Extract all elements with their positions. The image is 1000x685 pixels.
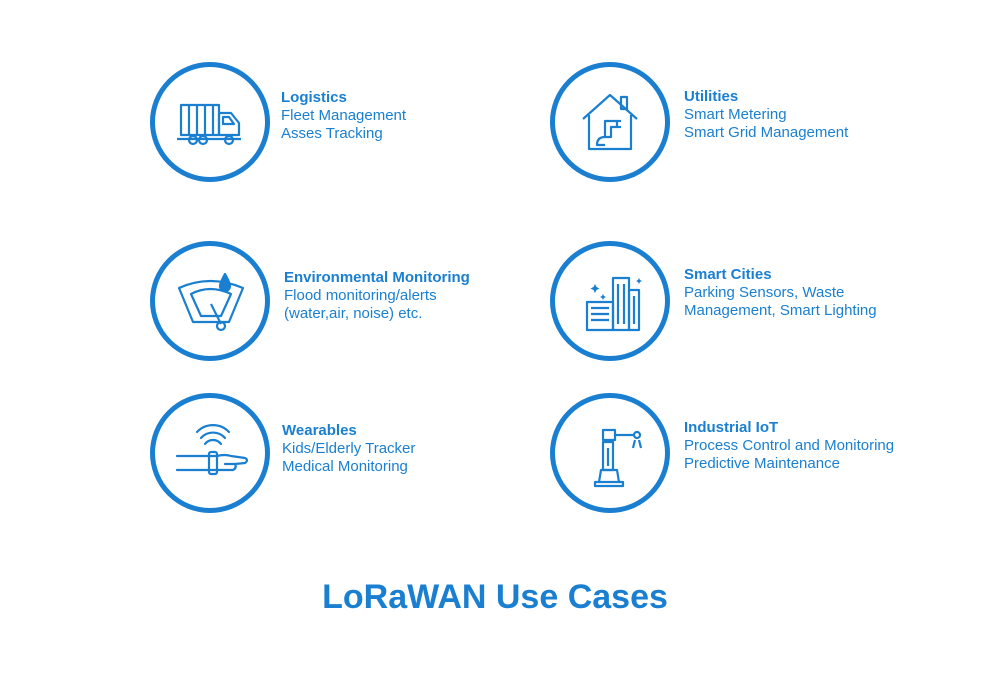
- page-title: LoRaWAN Use Cases: [322, 578, 668, 616]
- use-case-line: Asses Tracking: [281, 125, 383, 142]
- use-case-title: Industrial IoT: [684, 419, 779, 436]
- house-pipe-icon: [582, 93, 638, 151]
- icon-circle: [150, 241, 270, 361]
- wrist-tracker-icon: [175, 424, 249, 476]
- use-case-line: Smart Metering: [684, 106, 787, 123]
- use-case-line: Process Control and Monitoring: [684, 437, 895, 454]
- icon-circle: [150, 62, 270, 182]
- use-case-line: Medical Monitoring: [282, 458, 408, 475]
- robot-arm-icon: [593, 428, 643, 488]
- use-case-line: Fleet Management: [281, 107, 407, 124]
- use-case-title: Environmental Monitoring: [284, 269, 470, 286]
- icon-circle: [550, 62, 670, 182]
- use-case-line: Kids/Elderly Tracker: [282, 440, 416, 457]
- city-buildings-icon: [585, 276, 642, 332]
- use-case-line: Parking Sensors, Waste: [684, 284, 845, 301]
- truck-icon: [177, 103, 241, 146]
- icon-circle: [550, 393, 670, 513]
- use-case-line: (water,air, noise) etc.: [284, 305, 423, 322]
- use-case-line: Predictive Maintenance: [684, 455, 840, 472]
- use-case-line: Management, Smart Lighting: [684, 302, 877, 319]
- use-case-line: Smart Grid Management: [684, 124, 849, 141]
- use-case-title: Logistics: [281, 89, 347, 106]
- icon-circle: [550, 241, 670, 361]
- use-case-title: Wearables: [282, 422, 357, 439]
- use-case-title: Smart Cities: [684, 266, 772, 283]
- icon-circle: [150, 393, 270, 513]
- use-case-title: Utilities: [684, 88, 739, 105]
- use-case-line: Flood monitoring/alerts: [284, 287, 437, 304]
- gauge-drop-icon: [177, 272, 245, 332]
